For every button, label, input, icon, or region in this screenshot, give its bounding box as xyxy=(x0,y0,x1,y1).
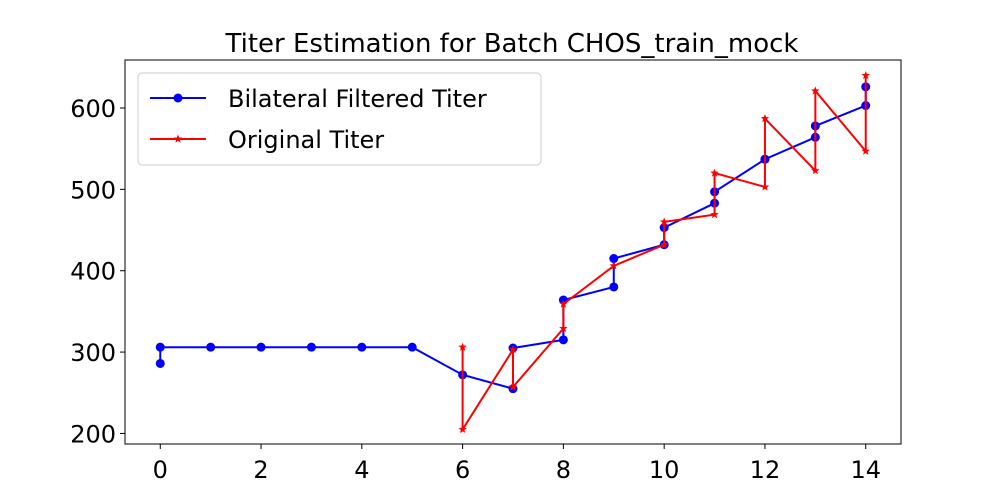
legend-label-1: Original Titer xyxy=(228,126,384,154)
data-point xyxy=(710,210,719,219)
data-point xyxy=(155,358,165,368)
data-point xyxy=(861,70,871,80)
data-point xyxy=(458,342,467,351)
data-point xyxy=(609,261,619,270)
x-tick-label: 14 xyxy=(850,456,881,484)
data-point xyxy=(811,166,820,175)
data-point xyxy=(760,182,770,191)
data-point xyxy=(256,342,266,352)
data-point xyxy=(206,342,216,352)
x-tick-label: 4 xyxy=(354,456,369,484)
axes: 0 2 4 6 8 10 12 14 200 300 400 500 600 xyxy=(70,95,881,484)
plot-area xyxy=(155,70,871,433)
data-point xyxy=(306,342,316,352)
x-tick-label: 0 xyxy=(153,456,168,484)
data-point xyxy=(659,217,669,226)
x-tick-label: 12 xyxy=(750,456,781,484)
data-point xyxy=(559,323,568,333)
x-tick-label: 2 xyxy=(253,456,268,484)
y-tick-label: 400 xyxy=(70,258,116,286)
data-point xyxy=(508,382,518,391)
data-point xyxy=(407,342,417,352)
y-tick-label: 200 xyxy=(70,420,116,448)
data-point xyxy=(357,342,367,352)
x-tick-label: 10 xyxy=(649,456,680,484)
legend-marker xyxy=(173,134,183,143)
x-tick-label: 8 xyxy=(556,456,571,484)
data-point xyxy=(458,424,467,433)
data-point xyxy=(609,254,619,264)
data-point xyxy=(760,114,770,123)
legend: Bilateral Filtered Titer Original Titer xyxy=(137,72,542,166)
legend-box xyxy=(137,72,542,166)
x-tick-label: 6 xyxy=(455,456,470,484)
data-point xyxy=(811,86,820,95)
y-tick-label: 600 xyxy=(70,95,116,123)
data-point xyxy=(710,168,719,177)
y-tick-label: 300 xyxy=(70,339,116,367)
legend-marker xyxy=(173,93,183,103)
legend-label-0: Bilateral Filtered Titer xyxy=(228,85,487,113)
data-point xyxy=(155,342,165,352)
y-tick-label: 500 xyxy=(70,176,116,204)
data-point xyxy=(559,299,568,308)
data-point xyxy=(659,240,669,249)
data-point xyxy=(508,345,518,354)
data-point xyxy=(558,335,568,345)
plot-frame xyxy=(124,59,902,445)
chart-title: Titer Estimation for Batch CHOS_train_mo… xyxy=(225,29,799,59)
data-point xyxy=(609,282,619,292)
data-point xyxy=(861,146,871,155)
